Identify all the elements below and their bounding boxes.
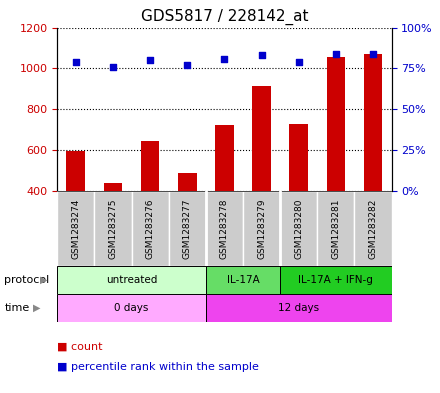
Text: ■ percentile rank within the sample: ■ percentile rank within the sample bbox=[57, 362, 259, 371]
Bar bbox=[178, 173, 197, 191]
Text: untreated: untreated bbox=[106, 275, 157, 285]
Bar bbox=[364, 55, 382, 191]
Text: GSM1283279: GSM1283279 bbox=[257, 198, 266, 259]
Bar bbox=[206, 191, 243, 266]
Point bbox=[370, 51, 377, 57]
Bar bbox=[317, 191, 355, 266]
Bar bbox=[57, 266, 206, 294]
Bar bbox=[57, 294, 206, 322]
Text: 12 days: 12 days bbox=[278, 303, 319, 313]
Bar bbox=[290, 123, 308, 191]
Point bbox=[110, 64, 117, 70]
Title: GDS5817 / 228142_at: GDS5817 / 228142_at bbox=[141, 9, 308, 25]
Text: ■ count: ■ count bbox=[57, 342, 103, 352]
Text: GSM1283274: GSM1283274 bbox=[71, 198, 80, 259]
Text: GSM1283280: GSM1283280 bbox=[294, 198, 303, 259]
Bar bbox=[243, 191, 280, 266]
Text: GSM1283278: GSM1283278 bbox=[220, 198, 229, 259]
Bar bbox=[206, 266, 280, 294]
Bar bbox=[326, 57, 345, 191]
Point bbox=[295, 59, 302, 65]
Text: ▶: ▶ bbox=[40, 275, 47, 285]
Point bbox=[72, 59, 79, 65]
Bar bbox=[280, 266, 392, 294]
Bar bbox=[94, 191, 132, 266]
Point bbox=[147, 57, 154, 63]
Bar bbox=[215, 125, 234, 191]
Bar bbox=[132, 191, 169, 266]
Text: 0 days: 0 days bbox=[114, 303, 149, 313]
Bar bbox=[104, 184, 122, 191]
Bar bbox=[66, 151, 85, 191]
Text: time: time bbox=[4, 303, 29, 313]
Point bbox=[221, 55, 228, 62]
Bar bbox=[280, 191, 317, 266]
Text: protocol: protocol bbox=[4, 275, 50, 285]
Point bbox=[184, 62, 191, 68]
Bar bbox=[206, 294, 392, 322]
Bar bbox=[355, 191, 392, 266]
Text: GSM1283281: GSM1283281 bbox=[331, 198, 341, 259]
Bar bbox=[169, 191, 206, 266]
Text: GSM1283276: GSM1283276 bbox=[146, 198, 154, 259]
Text: GSM1283277: GSM1283277 bbox=[183, 198, 192, 259]
Text: GSM1283282: GSM1283282 bbox=[369, 198, 378, 259]
Text: GSM1283275: GSM1283275 bbox=[108, 198, 117, 259]
Text: ▶: ▶ bbox=[33, 303, 40, 313]
Text: IL-17A: IL-17A bbox=[227, 275, 259, 285]
Point bbox=[332, 51, 339, 57]
Bar bbox=[57, 191, 94, 266]
Bar bbox=[141, 141, 159, 191]
Text: IL-17A + IFN-g: IL-17A + IFN-g bbox=[298, 275, 373, 285]
Bar bbox=[252, 86, 271, 191]
Point bbox=[258, 52, 265, 59]
